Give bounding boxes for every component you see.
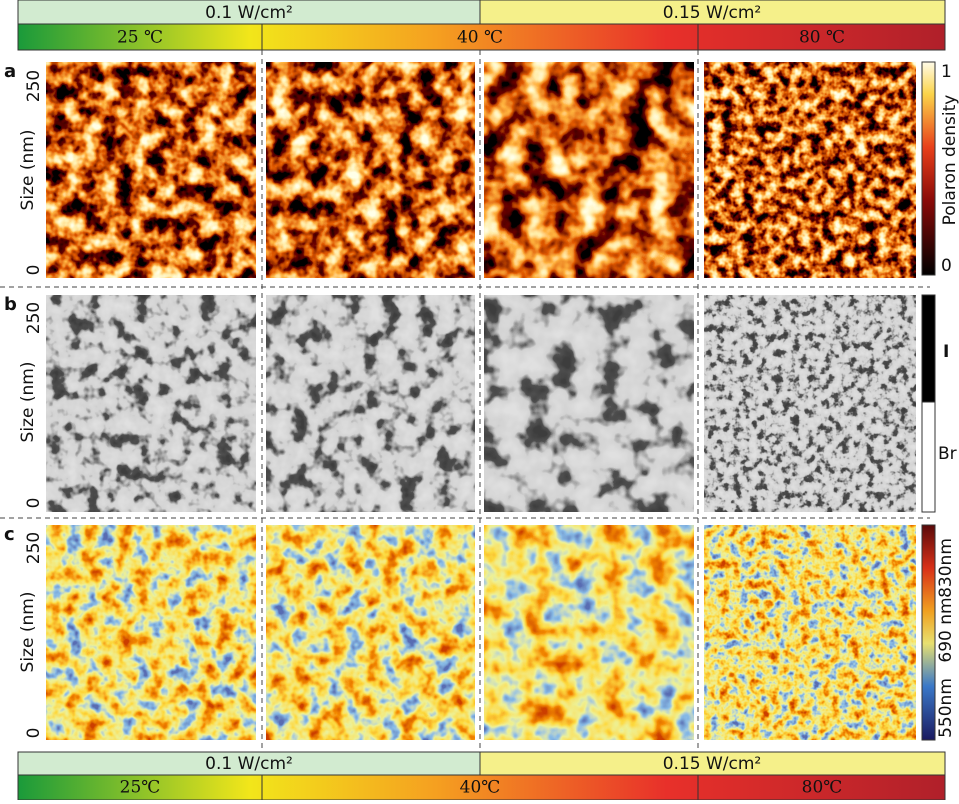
y-axis-max: 250 [24,532,44,564]
power-label: 0.15 W/cm² [663,754,762,774]
y-axis-min: 0 [24,265,44,276]
map-image [46,62,256,278]
colorbar-title: Polaron density [940,95,959,226]
colorbar-mid: 690 nm [936,597,956,662]
colorbar-max: 830nm [936,538,956,598]
colorbar [921,401,936,513]
power-label: 0.1 W/cm² [205,754,293,774]
colorbar-label: Br [938,444,957,464]
map-image [704,295,916,512]
temperature-label: 25℃ [120,778,161,798]
map-image [266,525,475,740]
temperature-bar [17,23,946,51]
y-axis-max: 250 [24,302,44,334]
power-bar [17,0,481,25]
y-axis-title: Size (nm) [18,592,38,673]
map-image [484,62,694,278]
map-image [46,295,256,512]
temperature-label: 40℃ [460,778,501,798]
y-axis-max: 250 [24,70,44,102]
y-axis-title: Size (nm) [18,362,38,443]
map-image [46,525,256,740]
temperature-label: 80 ℃ [799,28,845,48]
panel-label: b [4,294,17,315]
panel-label: c [4,524,15,545]
temperature-label: 80℃ [802,778,843,798]
colorbar-max: 1 [941,62,952,82]
temperature-label: 40 ℃ [457,28,503,48]
colorbar-label: I [943,342,949,362]
colorbar [921,524,936,741]
map-image [484,525,694,740]
colorbar [921,61,936,276]
power-label: 0.15 W/cm² [663,3,762,23]
map-image [704,62,916,278]
y-axis-min: 0 [24,728,44,739]
power-label: 0.1 W/cm² [205,3,293,23]
map-image [266,62,475,278]
colorbar-min: 0 [941,256,952,276]
panel-label: a [4,61,16,82]
y-axis-title: Size (nm) [18,130,38,211]
colorbar-min: 550nm [936,678,956,738]
panels [46,62,916,740]
map-image [484,295,694,512]
y-axis-min: 0 [24,498,44,509]
map-image [266,295,475,512]
temperature-label: 25 ℃ [117,28,163,48]
map-image [704,525,916,740]
power-bar [479,0,946,25]
colorbar [921,294,936,403]
